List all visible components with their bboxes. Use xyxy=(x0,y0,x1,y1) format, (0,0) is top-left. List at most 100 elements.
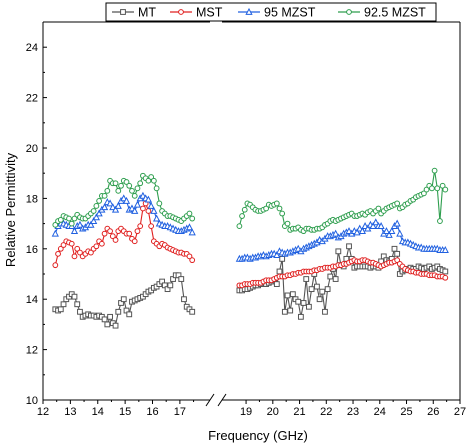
data-point-mst xyxy=(98,240,105,247)
axis-break-mark xyxy=(217,393,227,407)
data-point-mt xyxy=(332,276,339,282)
data-point-92-5-mzst xyxy=(263,205,270,212)
data-point-92-5-mzst xyxy=(239,213,245,219)
data-point-92-5-mzst xyxy=(90,208,97,214)
data-point-mt xyxy=(287,307,294,314)
data-point-95-mzst xyxy=(70,227,79,235)
data-point-95-mzst xyxy=(122,196,131,204)
data-point-mt xyxy=(284,292,291,299)
data-point-92-5-mzst xyxy=(236,223,243,230)
data-point-95-mzst xyxy=(273,251,281,258)
data-point-mt xyxy=(314,283,320,290)
data-point-92-5-mzst xyxy=(375,205,382,212)
data-point-mt xyxy=(77,308,83,315)
data-point-92-5-mzst xyxy=(112,180,119,187)
data-point-92-5-mzst xyxy=(431,167,438,174)
x-tick-label: 20 xyxy=(267,406,279,418)
data-point-92-5-mzst xyxy=(442,186,449,193)
data-point-95-mzst xyxy=(188,228,196,236)
data-point-95-mzst xyxy=(114,201,122,209)
data-point-mt xyxy=(71,293,78,300)
data-point-92-5-mzst xyxy=(241,206,248,213)
data-point-92-5-mzst xyxy=(284,220,291,227)
x-tick-label: 23 xyxy=(347,406,359,418)
data-point-95-mzst xyxy=(106,199,114,207)
data-point-95-mzst xyxy=(372,218,380,226)
y-axis-title: Relative Permittivity xyxy=(3,152,18,267)
data-point-mt xyxy=(115,308,122,315)
y-tick-label: 16 xyxy=(26,244,38,256)
data-point-92-5-mzst xyxy=(148,174,155,180)
data-point-mt xyxy=(167,282,174,289)
data-point-mt xyxy=(303,276,310,282)
data-point-mst xyxy=(442,274,449,281)
data-point-92-5-mzst xyxy=(145,177,152,184)
data-point-mt xyxy=(279,255,286,262)
data-point-95-mzst xyxy=(185,223,194,231)
data-point-92-5-mzst xyxy=(434,185,441,192)
data-point-mt xyxy=(316,296,323,303)
data-point-mst xyxy=(137,223,144,230)
data-point-mst xyxy=(134,228,141,235)
data-point-95-mzst xyxy=(369,222,377,230)
x-tick-label: 17 xyxy=(174,406,186,418)
y-tick-label: 10 xyxy=(26,395,38,407)
data-point-mt xyxy=(181,296,187,303)
data-point-95-mzst xyxy=(353,228,361,236)
data-point-mt xyxy=(335,248,342,255)
data-point-mt xyxy=(112,322,119,329)
y-tick-label: 14 xyxy=(26,294,38,306)
data-point-92-5-mzst xyxy=(439,182,446,189)
series-92-5-mzst xyxy=(52,167,449,235)
x-tick-label: 24 xyxy=(374,406,386,418)
data-point-mst xyxy=(74,245,81,252)
data-point-92-5-mzst xyxy=(118,182,124,189)
data-point-mt xyxy=(120,296,127,303)
legend-label: 92.5 MZST xyxy=(364,6,426,20)
data-point-mt xyxy=(324,286,331,293)
data-point-mst xyxy=(60,242,67,248)
legend-box xyxy=(105,2,437,22)
data-point-95-mzst xyxy=(147,201,155,209)
legend-label: MST xyxy=(196,6,223,20)
data-point-95-mzst xyxy=(385,230,393,238)
data-point-mt xyxy=(104,321,111,328)
y-tick-label: 12 xyxy=(26,345,38,357)
data-point-mst xyxy=(107,228,113,235)
data-point-mst xyxy=(186,253,193,260)
legend-marker xyxy=(120,9,126,15)
series-layer xyxy=(51,167,449,329)
data-point-92-5-mzst xyxy=(101,192,108,199)
data-point-mst xyxy=(148,223,155,230)
x-tick-label: 12 xyxy=(37,406,49,418)
data-point-mst xyxy=(52,262,59,269)
data-point-mst xyxy=(394,257,401,264)
data-point-mt xyxy=(276,268,283,275)
data-point-92-5-mzst xyxy=(68,220,75,227)
x-tick-label: 22 xyxy=(320,406,332,418)
data-point-92-5-mzst xyxy=(129,187,135,194)
data-point-92-5-mzst xyxy=(57,216,64,223)
data-point-95-mzst xyxy=(377,222,385,230)
data-point-92-5-mzst xyxy=(189,215,196,222)
data-point-92-5-mzst xyxy=(186,210,193,217)
data-point-95-mzst xyxy=(144,195,153,203)
legend-label: 95 MZST xyxy=(264,6,316,20)
data-point-mt xyxy=(178,276,185,282)
data-point-mt xyxy=(322,308,328,315)
data-point-95-mzst xyxy=(133,200,142,208)
data-point-mt xyxy=(346,243,352,250)
data-point-92-5-mzst xyxy=(66,215,72,222)
data-point-mt xyxy=(391,245,398,252)
data-point-92-5-mzst xyxy=(126,182,133,189)
data-point-92-5-mzst xyxy=(93,203,100,209)
data-point-mt xyxy=(319,288,326,295)
data-point-92-5-mzst xyxy=(429,185,435,192)
x-tick-label: 21 xyxy=(293,406,305,418)
data-point-mt xyxy=(300,300,307,306)
data-point-95-mzst xyxy=(364,224,372,232)
data-point-92-5-mzst xyxy=(115,187,122,194)
data-point-mst xyxy=(101,230,108,237)
data-point-mt xyxy=(442,268,449,275)
